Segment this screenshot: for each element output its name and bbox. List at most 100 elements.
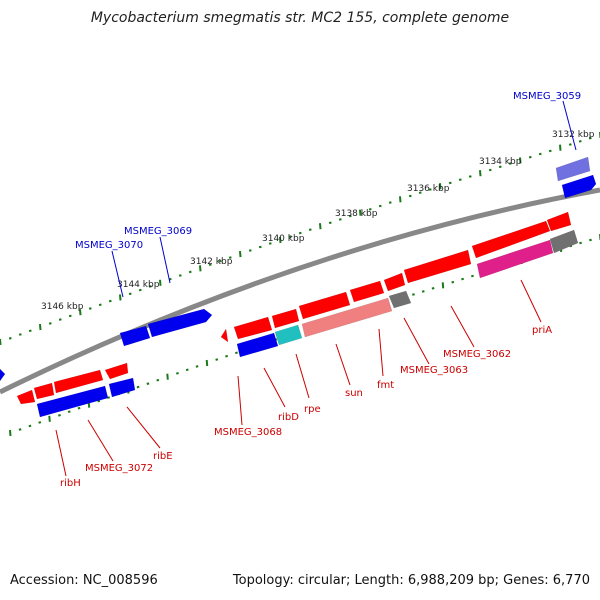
scale-tick-minor: [378, 204, 382, 208]
scale-tick-minor: [138, 288, 142, 292]
gene-msmeg-3059-feature[interactable]: [555, 156, 591, 182]
gene-label-msmeg-3063[interactable]: MSMEG_3063: [400, 365, 468, 376]
scale-tick-minor: [68, 314, 72, 318]
scale-tick-minor: [58, 318, 62, 321]
gene-label-msmeg-3070[interactable]: MSMEG_3070: [75, 240, 143, 251]
gene-forward-feature[interactable]: [561, 174, 597, 199]
scale-tick-minor: [156, 378, 160, 382]
gene-forward-top-feature[interactable]: [403, 249, 472, 284]
leader-line: [562, 100, 577, 151]
gene-label-msmeg-3068[interactable]: MSMEG_3068: [214, 427, 282, 438]
genome-stats-text: Topology: circular; Length: 6,988,209 bp…: [232, 573, 590, 588]
gene-msmeg-3069-feature[interactable]: [147, 308, 213, 338]
scale-tick-minor: [107, 396, 110, 399]
scale-tick-minor: [308, 228, 312, 231]
scale-tick-major: [119, 294, 122, 301]
scale-tick-major: [9, 429, 12, 437]
gene-forward-top-feature[interactable]: [546, 211, 572, 232]
leader-line: [378, 328, 384, 377]
gene-forward-top-feature[interactable]: [349, 280, 385, 303]
gene-label-msmeg-3059[interactable]: MSMEG_3059: [513, 91, 581, 102]
scale-tick-major: [519, 157, 522, 164]
scale-tick-minor: [208, 263, 212, 266]
leader-line: [295, 353, 310, 399]
gene-forward-top-feature[interactable]: [233, 316, 273, 340]
scale-tick-major: [48, 415, 51, 422]
gene-label-fmt[interactable]: fmt: [377, 380, 394, 391]
gene-pria-feature[interactable]: [476, 239, 554, 279]
gene-label-msmeg-3072[interactable]: MSMEG_3072: [85, 463, 153, 474]
gene-forward-feature[interactable]: [0, 368, 6, 382]
scale-tick-minor: [77, 406, 81, 410]
scale-tick-minor: [468, 175, 472, 178]
gene-label-ribh[interactable]: ribH: [60, 478, 81, 489]
gene-label-pria[interactable]: priA: [532, 325, 552, 336]
scale-tick-minor: [136, 385, 140, 389]
gene-ribh-feature[interactable]: [104, 362, 129, 380]
scale-label: 3140 kbp: [262, 234, 305, 244]
scale-tick-minor: [408, 194, 412, 198]
scale-tick-major: [559, 144, 562, 151]
gene-overlap-feature[interactable]: [549, 229, 579, 254]
gene-sun-feature[interactable]: [301, 297, 393, 338]
scale-tick-minor: [421, 290, 425, 293]
gene-forward-top-feature[interactable]: [383, 272, 406, 292]
scale-tick-minor: [38, 421, 42, 424]
scale-tick-minor: [508, 162, 512, 165]
scale-label: 3136 kbp: [407, 184, 450, 194]
scale-tick-major: [0, 338, 2, 346]
scale-tick-minor: [538, 152, 542, 156]
accession-text: Accession: NC_008596: [10, 573, 158, 588]
gene-forward-top-feature[interactable]: [220, 328, 229, 343]
scale-tick-minor: [461, 277, 464, 281]
scale-label: 3134 kbp: [479, 157, 522, 167]
gene-msmeg-3072-feature[interactable]: [33, 382, 55, 400]
scale-tick-major: [199, 265, 202, 272]
scale-tick-minor: [348, 214, 352, 218]
gene-ribd-feature[interactable]: [236, 332, 279, 358]
scale-tick-minor: [195, 365, 199, 368]
gene-label-ribe[interactable]: ribE: [153, 451, 173, 462]
gene-forward-top-feature[interactable]: [298, 291, 351, 320]
scale-label: 3146 kbp: [41, 302, 84, 312]
scale-tick-minor: [288, 235, 292, 238]
scale-label: 3138 kbp: [335, 209, 378, 219]
scale-tick-major: [205, 359, 209, 367]
gene-ribe-lower-feature[interactable]: [108, 377, 136, 398]
scale-tick-minor: [431, 287, 435, 290]
scale-tick-minor: [18, 333, 22, 336]
gene-msmeg-3072-lower-feature[interactable]: [36, 385, 109, 418]
gene-label-sun[interactable]: sun: [345, 388, 363, 399]
gene-label-msmeg-3069[interactable]: MSMEG_3069: [124, 226, 192, 237]
gene-fmt-overlap[interactable]: [388, 290, 412, 309]
scale-tick-minor: [498, 165, 502, 169]
gene-forward-top-feature[interactable]: [16, 389, 36, 405]
gene-forward-top-feature[interactable]: [471, 220, 551, 259]
gene-label-rpe[interactable]: rpe: [304, 404, 321, 415]
scale-tick-minor: [67, 410, 71, 413]
scale-label: 3142 kbp: [190, 257, 233, 267]
scale-tick-major: [319, 223, 322, 230]
scale-tick-minor: [548, 149, 552, 153]
leader-line: [55, 429, 67, 477]
leader-line: [111, 250, 124, 298]
gene-label-ribd[interactable]: ribD: [278, 412, 299, 423]
scale-tick-minor: [588, 136, 592, 140]
scale-tick-minor: [268, 242, 272, 245]
scale-tick-minor: [258, 245, 262, 249]
scale-tick-minor: [28, 424, 32, 428]
scale-tick-minor: [128, 292, 132, 296]
gene-rpe-feature[interactable]: [274, 324, 303, 346]
scale-tick-minor: [368, 208, 372, 211]
scale-tick-minor: [218, 259, 222, 263]
gene-ribe-feature[interactable]: [53, 369, 104, 394]
scale-tick-minor: [168, 277, 172, 281]
scale-tick-major: [39, 324, 42, 331]
gene-msmeg-3070-feature[interactable]: [119, 325, 151, 347]
scale-tick-minor: [428, 188, 432, 191]
gene-label-msmeg-3062[interactable]: MSMEG_3062: [443, 349, 511, 360]
scale-tick-minor: [458, 178, 462, 181]
gene-forward-top-feature[interactable]: [271, 308, 300, 329]
